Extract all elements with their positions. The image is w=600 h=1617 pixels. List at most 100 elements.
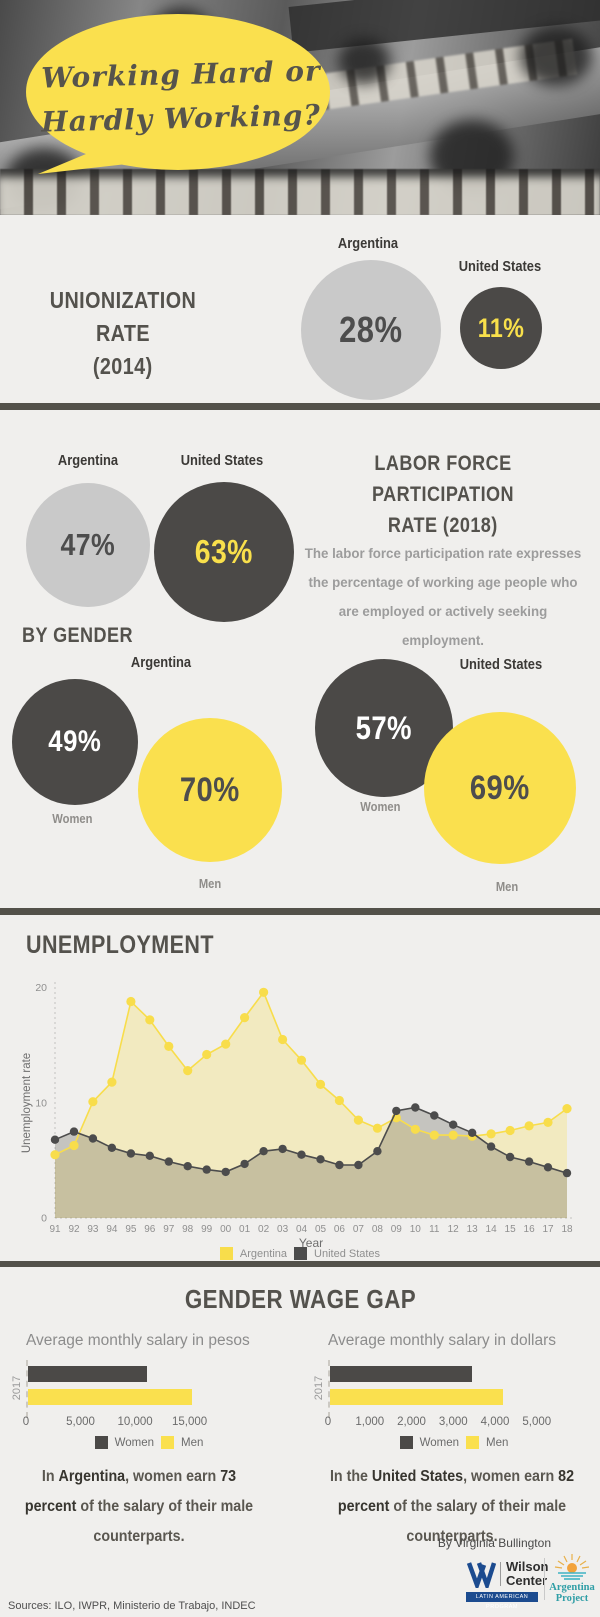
chart-dot-1 — [202, 1165, 211, 1174]
x-axis-title: Year — [299, 1236, 323, 1250]
section-divider — [0, 403, 600, 410]
x-tick-label: 5,000 — [66, 1416, 95, 1428]
y-tick-label: 20 — [35, 982, 47, 994]
chart-dot-1 — [259, 1147, 268, 1156]
x-tick-label: 1,000 — [355, 1416, 385, 1428]
logo-divider — [544, 1558, 545, 1600]
chart-legend: Women Men — [15, 1436, 283, 1449]
chart-dot-1 — [88, 1134, 98, 1143]
gender-us-men-circle: 69% — [424, 712, 576, 864]
unemployment-heading: UNEMPLOYMENT — [26, 931, 214, 959]
chart-dot-1 — [50, 1135, 60, 1144]
gender-us-men-value: 69% — [470, 768, 530, 807]
x-tick-label: 05 — [315, 1224, 327, 1235]
chart-dot-1 — [373, 1147, 382, 1156]
chart-dot-1 — [505, 1152, 515, 1162]
x-tick-label: 91 — [49, 1224, 61, 1235]
x-tick-label: 10,000 — [117, 1416, 153, 1428]
gender-argentina-women-circle: 49% — [12, 679, 138, 805]
gender-argentina-men-circle: 70% — [138, 718, 282, 862]
chart-dot-0 — [202, 1049, 212, 1060]
y-tick-label: 0 — [41, 1213, 47, 1225]
us-wage-caption: In the United States, women earn 82 perc… — [329, 1468, 575, 1545]
unionization-title-line1: UNIONIZATION RATE — [49, 287, 197, 346]
x-tick-label: 99 — [201, 1224, 213, 1235]
x-tick-label: 01 — [239, 1224, 251, 1235]
chart-dot-1 — [392, 1106, 401, 1116]
chart-dot-1 — [524, 1157, 534, 1166]
legend-label-men: Men — [181, 1436, 204, 1449]
unionization-us-label: United States — [458, 258, 542, 275]
argentina-project-logo-text: Argentina Project — [549, 1582, 595, 1604]
legend-swatch-women — [94, 1436, 108, 1449]
chart-dot-0 — [334, 1095, 344, 1106]
by-gender-heading: BY GENDER — [22, 624, 133, 647]
x-tick-label: 09 — [391, 1224, 403, 1235]
chart-dot-0 — [448, 1130, 458, 1140]
chart-dot-1 — [183, 1162, 192, 1171]
salary-pesos-chart: Average monthly salary in pesos 0 5,000 10… — [11, 1332, 283, 1457]
x-tick-label: 02 — [258, 1224, 270, 1235]
x-tick-label: 5,000 — [522, 1416, 552, 1428]
legend-label-united-states: United States — [314, 1247, 381, 1260]
chart-dot-1 — [69, 1127, 79, 1136]
chart-legend: Women Men — [320, 1436, 588, 1449]
unionization-argentina-value: 28% — [339, 309, 403, 350]
y-axis-title: Unemployment rate — [21, 1053, 33, 1153]
chart-line-1 — [54, 1106, 568, 1174]
argentina-project-logo-icon — [554, 1554, 590, 1580]
bar-women — [28, 1366, 147, 1382]
bar-men — [28, 1389, 192, 1405]
legend-swatch-men — [466, 1436, 480, 1449]
plot-area — [26, 1360, 228, 1418]
lfpr-argentina-label: Argentina — [57, 452, 119, 469]
gender-argentina-label: Argentina — [130, 654, 192, 671]
x-tick-label: 11 — [429, 1224, 440, 1235]
chart-dot-1 — [278, 1144, 287, 1154]
bar-women — [330, 1366, 472, 1382]
gender-us-men-label: Men — [495, 879, 519, 894]
chart-title: Average monthly salary in pesos — [26, 1332, 250, 1349]
lfpr-title-line1: LABOR FORCE PARTICIPATION — [371, 452, 515, 506]
legend-swatch-women — [399, 1436, 413, 1449]
x-tick-label: 0 — [22, 1416, 30, 1428]
x-tick-label: 08 — [372, 1224, 384, 1235]
x-tick-label: 06 — [334, 1224, 346, 1235]
gender-argentina-men-label: Men — [198, 876, 222, 891]
x-tick-label: 16 — [524, 1224, 536, 1235]
chart-dot-0 — [50, 1150, 60, 1160]
chart-dot-1 — [486, 1142, 496, 1151]
wage-gap-heading: GENDER WAGE GAP — [184, 1284, 416, 1314]
chart-dot-1 — [107, 1143, 117, 1152]
unionization-title-line2: (2014) — [93, 353, 153, 379]
lfpr-us-circle: 63% — [154, 482, 294, 622]
legend-label-men: Men — [486, 1436, 509, 1449]
x-tick-label: 96 — [144, 1224, 156, 1235]
photo-jars-row-bottom — [0, 169, 600, 215]
x-tick-label: 00 — [220, 1224, 232, 1235]
x-tick-label: 13 — [467, 1224, 479, 1235]
chart-dot-0 — [126, 996, 136, 1007]
chart-dot-0 — [562, 1104, 572, 1114]
legend-label-argentina: Argentina — [239, 1247, 288, 1260]
unionization-argentina-circle: 28% — [301, 260, 441, 400]
lfpr-title-line2: RATE (2018) — [388, 514, 498, 537]
wilson-center-logo-icon — [466, 1562, 496, 1588]
chart-dot-0 — [164, 1041, 174, 1051]
gender-argentina-men-value: 70% — [180, 770, 240, 809]
chart-dot-1 — [449, 1120, 458, 1129]
legend-swatch-argentina — [219, 1247, 233, 1260]
x-tick-label: 98 — [182, 1224, 194, 1235]
x-tick-label: 0 — [324, 1416, 332, 1428]
x-tick-label: 4,000 — [480, 1416, 510, 1428]
chart-dot-1 — [411, 1103, 420, 1112]
chart-dot-1 — [562, 1168, 572, 1178]
x-tick-label: 17 — [542, 1224, 554, 1235]
x-tick-label: 03 — [277, 1224, 289, 1235]
section-divider — [0, 908, 600, 915]
latin-american-program-banner: LATIN AMERICAN PROGRAM — [466, 1592, 538, 1610]
salary-dollars-chart: Average monthly salary in dollars 0 1,000… — [313, 1332, 588, 1457]
chart-dot-1 — [354, 1160, 363, 1170]
chart-dot-0 — [410, 1124, 420, 1134]
